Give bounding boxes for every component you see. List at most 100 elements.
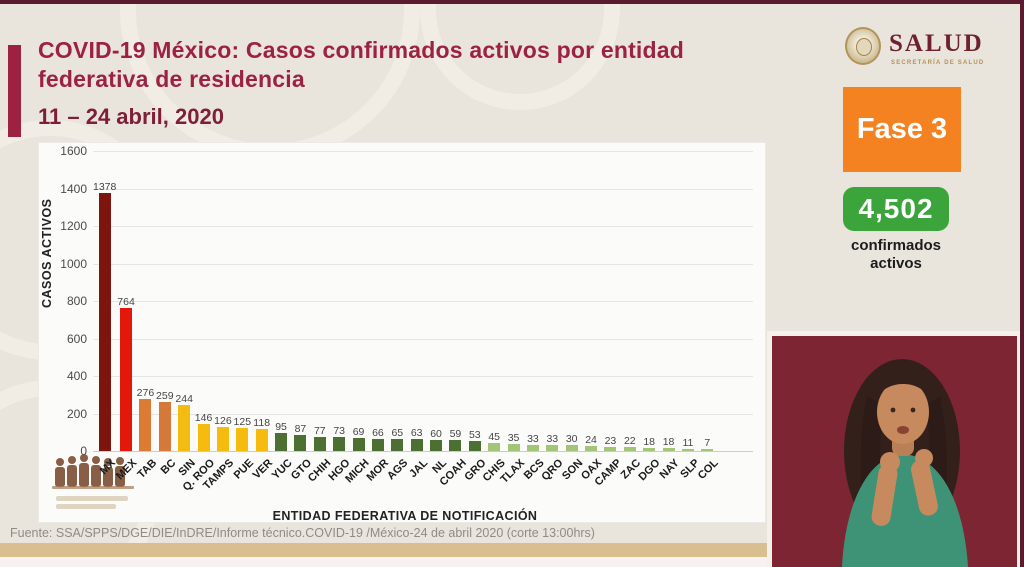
y-tick-label: 200 xyxy=(66,406,87,421)
bar xyxy=(255,429,268,451)
bar-value-label: 95 xyxy=(275,420,287,433)
bar xyxy=(488,443,501,451)
salud-subtitle: SECRETARÍA DE SALUD xyxy=(891,60,985,66)
bar-value-label: 33 xyxy=(527,432,539,445)
bar-group: 35 TLAX xyxy=(498,151,527,485)
date-range: 11 – 24 abril, 2020 xyxy=(38,104,224,129)
bar-value-label: 276 xyxy=(136,386,155,399)
bar-group: 33 QRO xyxy=(540,151,566,483)
bar-group: 33 BCS xyxy=(521,151,546,481)
bar-value-label: 24 xyxy=(585,433,597,446)
bar-value-label: 22 xyxy=(623,434,636,447)
source-citation: Fuente: SSA/SPPS/DGE/DIE/InDRE/Informe t… xyxy=(10,526,595,540)
bar-chart: 0 200 400 600 800 1000 1200 1400 1600 CASOS ACTI… xyxy=(38,142,766,523)
bar xyxy=(623,447,636,451)
bar-group: 87 GTO xyxy=(289,151,314,482)
gridline xyxy=(93,263,753,265)
salud-eagle-emblem-icon xyxy=(845,27,881,65)
bar-group: 244 SIN xyxy=(174,151,197,478)
bar-group: 125 PUE xyxy=(231,151,255,481)
y-tick-label: 600 xyxy=(66,331,87,346)
x-tick-label: COL xyxy=(695,457,721,482)
bar xyxy=(681,449,694,451)
y-tick-label: 800 xyxy=(66,294,87,308)
bar-value-label: 7 xyxy=(704,436,711,449)
bar-value-label: 77 xyxy=(313,424,326,437)
bar-value-label: 66 xyxy=(372,426,384,439)
page-title: COVID-19 México: Casos confirmados activ… xyxy=(38,37,685,92)
bar xyxy=(410,439,423,451)
salud-wordmark: SALUD xyxy=(889,30,984,57)
bar-value-label: 69 xyxy=(352,425,365,438)
bar-value-label: 23 xyxy=(604,434,617,447)
gridline xyxy=(93,188,753,190)
historical-figures-illustration xyxy=(52,454,134,489)
bar-group: 95 YUC xyxy=(270,151,295,481)
bar-group: 60 NL xyxy=(426,151,450,476)
total-cases-badge: 4,502 xyxy=(843,187,949,231)
bar xyxy=(643,448,656,451)
bar xyxy=(468,441,481,451)
x-tick-label: BC xyxy=(158,457,179,477)
sign-language-interpreter-illustration xyxy=(772,336,1017,567)
bar xyxy=(565,445,578,451)
bar xyxy=(585,446,598,451)
bar-value-label: 60 xyxy=(430,427,442,440)
bar-group: 65 AGS xyxy=(385,151,410,482)
frame-edge-top xyxy=(0,0,1024,4)
x-tick-label: PUE xyxy=(231,457,256,482)
bar xyxy=(430,440,443,451)
bar xyxy=(604,447,617,451)
bar-value-label: 35 xyxy=(507,431,520,444)
gridline xyxy=(93,301,753,302)
bar xyxy=(216,427,229,451)
bar-value-label: 126 xyxy=(214,414,232,427)
bar-value-label: 18 xyxy=(662,435,675,448)
bar-group: 30 SON xyxy=(560,151,585,482)
gridline xyxy=(93,151,753,152)
bar-value-label: 1378 xyxy=(93,180,117,193)
gridline xyxy=(93,226,753,227)
x-tick-label: VER xyxy=(250,457,276,482)
salud-logo: SALUD SECRETARÍA DE SALUD xyxy=(843,24,993,72)
bar xyxy=(120,308,133,451)
plot-area: 0 200 400 600 800 1000 1200 1400 1600 CASOS ACTI… xyxy=(40,144,753,494)
y-tick-label: 1600 xyxy=(60,144,87,158)
bar-group: 259 BC xyxy=(155,151,178,476)
bar xyxy=(98,193,111,451)
y-tick-label: 0 xyxy=(80,444,87,458)
bar xyxy=(178,405,191,451)
bar-group: 73 HGO xyxy=(326,151,352,483)
x-tick-label: SLP xyxy=(677,457,702,481)
bar-value-label: 244 xyxy=(175,392,193,405)
bar xyxy=(139,399,152,451)
bar xyxy=(662,448,675,451)
bar-value-label: 63 xyxy=(410,426,423,439)
bar-group: 77 CHIH xyxy=(306,151,333,484)
y-tick-label: 1400 xyxy=(60,181,87,196)
bar-group: 66 MOR xyxy=(365,151,392,483)
sign-language-interpreter-video xyxy=(767,331,1022,567)
frame-edge-right xyxy=(1020,0,1024,567)
bar xyxy=(546,445,559,451)
bar-value-label: 125 xyxy=(233,415,252,428)
bar-group: 146 Q. ROO xyxy=(180,151,217,493)
bar-value-label: 45 xyxy=(488,430,501,443)
x-tick-label: YUC xyxy=(269,457,295,482)
y-tick-label: 1000 xyxy=(60,256,87,271)
bar-group: 69 MICH xyxy=(344,151,372,485)
bar-group: 764 MEX xyxy=(114,151,139,482)
bar-group: 22 ZAC xyxy=(619,151,643,481)
bar xyxy=(197,424,210,451)
gridline xyxy=(93,376,753,377)
y-tick-label: 1200 xyxy=(60,219,87,233)
bar-value-label: 118 xyxy=(253,416,271,429)
bar-value-label: 65 xyxy=(391,426,404,439)
total-cases-value: 4,502 xyxy=(858,193,934,224)
bar-group: 59 COAH xyxy=(438,151,469,488)
bar-group: 45 CHIS xyxy=(481,151,508,484)
gobierno-de-mexico-logo xyxy=(50,450,138,516)
bar xyxy=(526,445,539,451)
bar xyxy=(333,437,346,451)
